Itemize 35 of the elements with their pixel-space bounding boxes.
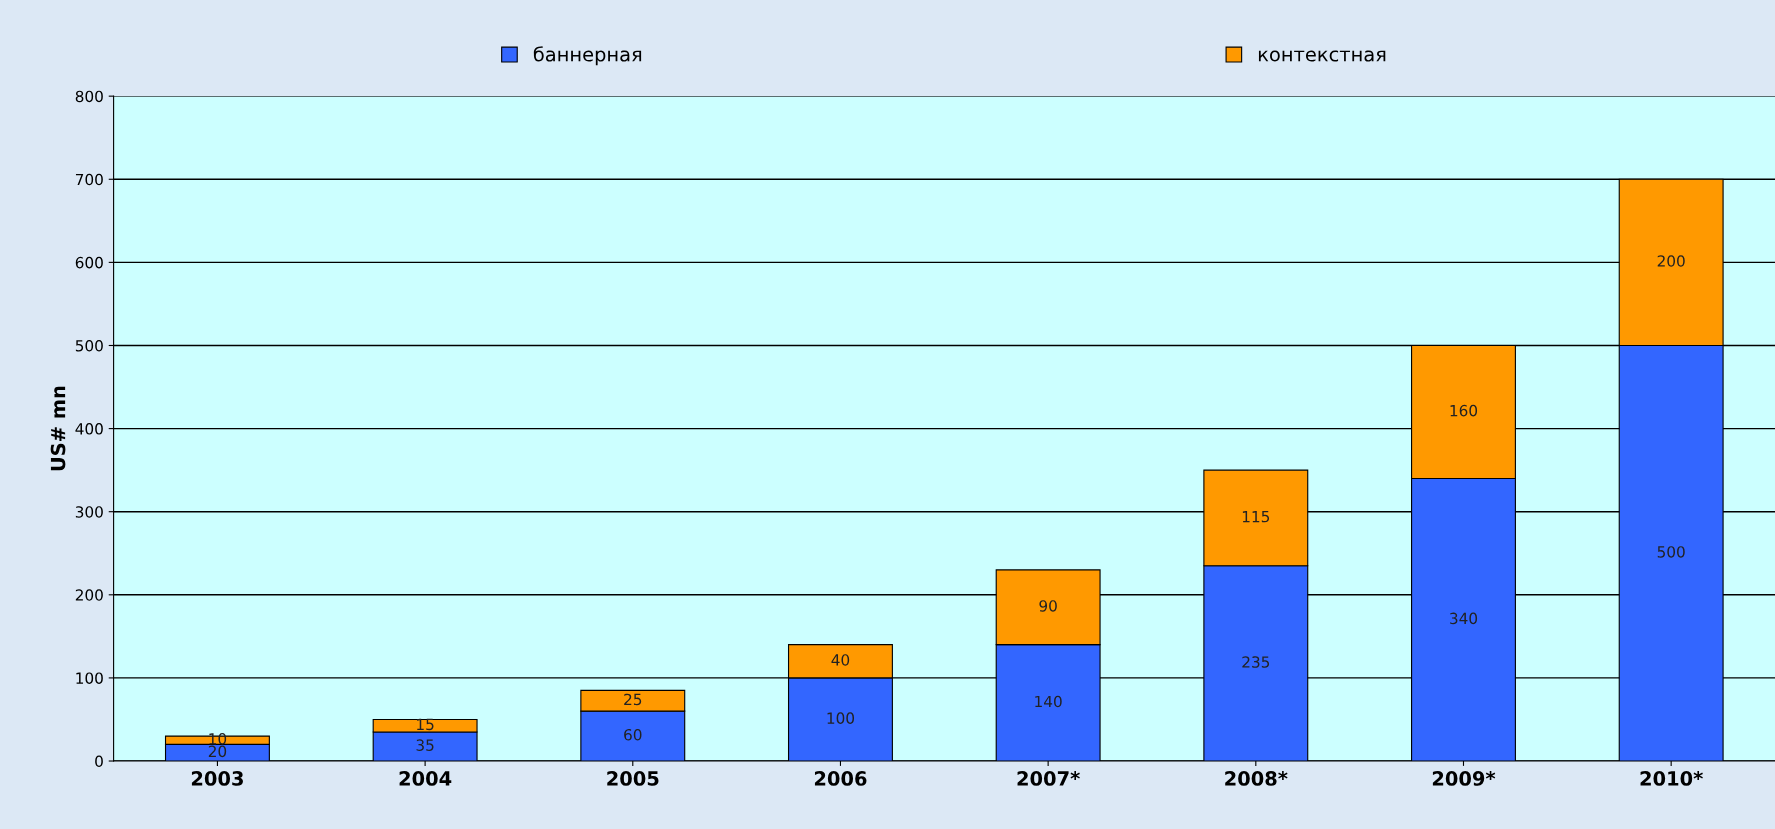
x-tick-label: 2003 — [191, 771, 243, 786]
x-tick-label: 2005 — [607, 771, 659, 786]
y-tick-label: 800 — [75, 90, 103, 103]
data-label: 500 — [1657, 546, 1685, 558]
x-tick-label: 2009* — [1432, 771, 1496, 786]
data-label: 90 — [1039, 600, 1057, 612]
x-tick-label: 2007* — [1017, 771, 1080, 786]
data-label: 140 — [1035, 695, 1062, 708]
data-label: 340 — [1450, 612, 1478, 625]
x-tick-label: 2004 — [399, 771, 452, 786]
y-tick-label: 600 — [75, 256, 103, 269]
y-tick-label: 700 — [75, 173, 103, 186]
data-label: 40 — [831, 654, 850, 666]
data-label: 35 — [416, 739, 434, 751]
y-tick-label: 200 — [75, 589, 103, 601]
legend-label: баннерная — [533, 46, 642, 66]
data-label: 200 — [1657, 255, 1685, 267]
y-tick-label: 300 — [75, 506, 103, 518]
y-axis-title: US# mn — [50, 386, 66, 471]
x-tick-label: 2008* — [1225, 771, 1288, 786]
y-tick-label: 0 — [95, 755, 103, 768]
data-label: 25 — [624, 693, 642, 706]
data-label: 60 — [624, 728, 642, 741]
data-label: 20 — [208, 745, 227, 758]
x-tick-label: 2006 — [814, 771, 867, 786]
legend-label: контекстная — [1258, 50, 1386, 62]
y-tick-label: 100 — [76, 672, 103, 684]
data-label: 235 — [1242, 656, 1270, 668]
data-label: 115 — [1242, 511, 1270, 523]
data-label: 15 — [417, 718, 434, 731]
x-tick-label: 2010* — [1640, 771, 1703, 786]
y-tick-label: 400 — [75, 423, 103, 435]
data-label: 100 — [827, 712, 855, 724]
data-label: 160 — [1450, 404, 1478, 417]
y-tick-label: 500 — [75, 339, 103, 352]
